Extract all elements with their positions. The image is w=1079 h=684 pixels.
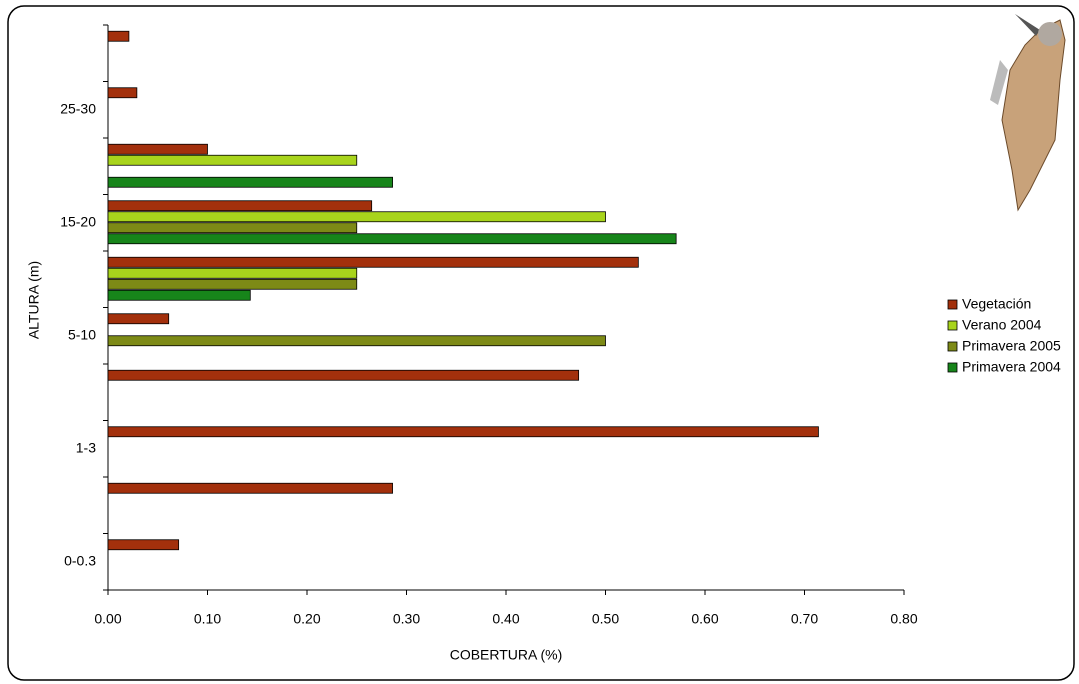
bar [108, 314, 169, 324]
bar [108, 257, 638, 267]
x-tick-label: 0.60 [691, 611, 718, 627]
x-tick-label: 0.10 [194, 611, 221, 627]
bar [108, 336, 606, 346]
bar [108, 144, 208, 154]
bar [108, 155, 357, 165]
legend-label: Vegetación [962, 296, 1031, 312]
y-tick-label: 5-10 [68, 326, 96, 342]
chart: ALTURA (m) COBERTURA (%) 0.00 0.10 0.20 0.3… [0, 0, 1079, 684]
bar [108, 540, 179, 550]
x-tick-label: 0.00 [94, 611, 121, 627]
x-tick-label: 0.50 [592, 611, 619, 627]
bar [108, 427, 818, 437]
legend-swatch [948, 363, 957, 372]
legend-swatch [948, 342, 957, 351]
legend-swatch [948, 300, 957, 309]
y-axis-title: ALTURA (m) [26, 261, 42, 339]
bar [108, 279, 357, 289]
legend-label: Verano 2004 [962, 317, 1042, 333]
bar [108, 234, 676, 244]
bar [108, 212, 606, 222]
bar [108, 483, 393, 493]
bar [108, 201, 372, 211]
bar [108, 290, 250, 300]
x-axis-title: COBERTURA (%) [450, 647, 563, 663]
y-tick-label: 15-20 [60, 213, 96, 229]
legend-swatch [948, 321, 957, 330]
legend-label: Primavera 2004 [962, 359, 1061, 375]
bar [108, 88, 137, 98]
bar [108, 223, 357, 233]
x-tick-label: 0.30 [393, 611, 420, 627]
x-tick-label: 0.40 [492, 611, 519, 627]
x-tick-label: 0.20 [293, 611, 320, 627]
y-tick-label: 1-3 [76, 439, 96, 455]
x-tick-label: 0.70 [791, 611, 818, 627]
bar [108, 177, 393, 187]
y-tick-label: 0-0.3 [64, 552, 96, 568]
legend-label: Primavera 2005 [962, 338, 1061, 354]
bar [108, 370, 579, 380]
y-tick-label: 25-30 [60, 100, 96, 116]
bar [108, 31, 129, 41]
x-tick-label: 0.80 [890, 611, 917, 627]
bar [108, 268, 357, 278]
